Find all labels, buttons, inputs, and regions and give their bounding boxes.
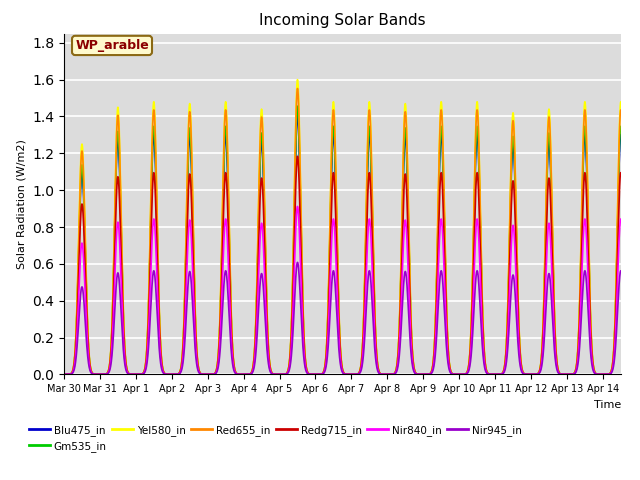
Nir840_in (426, 372, 433, 377)
Nir945_in (400, 275, 408, 280)
Red655_in (635, 372, 640, 377)
Gm535_in (89, 371, 97, 377)
Yel580_in (517, 358, 525, 363)
Blu475_in (635, 372, 640, 377)
Redg715_in (486, 372, 494, 377)
Red655_in (517, 358, 525, 364)
Nir840_in (635, 372, 640, 377)
Red655_in (60, 372, 68, 377)
Nir840_in (486, 372, 494, 377)
Red655_in (426, 371, 433, 377)
Nir945_in (268, 371, 276, 377)
Redg715_in (294, 154, 301, 159)
Redg715_in (60, 372, 68, 377)
Title: Incoming Solar Bands: Incoming Solar Bands (259, 13, 426, 28)
Line: Blu475_in: Blu475_in (64, 115, 639, 374)
Y-axis label: Solar Radiation (W/m2): Solar Radiation (W/m2) (17, 139, 27, 269)
Gm535_in (486, 372, 494, 377)
Nir945_in (426, 372, 433, 377)
Gm535_in (400, 139, 408, 145)
Gm535_in (517, 359, 525, 364)
Nir945_in (89, 371, 97, 377)
Nir840_in (268, 371, 276, 376)
Nir945_in (517, 366, 525, 372)
Redg715_in (400, 182, 408, 188)
Yel580_in (486, 372, 494, 377)
Blu475_in (426, 371, 433, 377)
Line: Red655_in: Red655_in (64, 88, 639, 374)
Nir840_in (400, 226, 408, 232)
Yel580_in (426, 371, 433, 377)
Redg715_in (517, 361, 525, 367)
Red655_in (294, 85, 301, 91)
Gm535_in (60, 372, 68, 377)
Gm535_in (426, 371, 433, 377)
Red655_in (89, 371, 97, 376)
Nir945_in (294, 260, 301, 265)
Nir840_in (89, 371, 97, 377)
Line: Yel580_in: Yel580_in (64, 80, 639, 374)
Line: Gm535_in: Gm535_in (64, 106, 639, 374)
Nir945_in (635, 372, 640, 377)
Line: Nir840_in: Nir840_in (64, 206, 639, 374)
Blu475_in (294, 112, 301, 118)
Yel580_in (268, 370, 276, 376)
Yel580_in (635, 372, 640, 377)
Blu475_in (486, 372, 494, 377)
Redg715_in (426, 372, 433, 377)
Blu475_in (400, 147, 408, 153)
Red655_in (486, 372, 494, 377)
Redg715_in (635, 372, 640, 377)
Blu475_in (268, 371, 276, 376)
Gm535_in (294, 103, 301, 109)
Nir945_in (60, 372, 68, 377)
Gm535_in (268, 370, 276, 376)
Nir840_in (517, 363, 525, 369)
Redg715_in (89, 371, 97, 377)
Yel580_in (60, 372, 68, 377)
Line: Redg715_in: Redg715_in (64, 156, 639, 374)
Gm535_in (635, 372, 640, 377)
Nir840_in (294, 204, 301, 209)
Yel580_in (294, 77, 301, 83)
X-axis label: Time: Time (593, 400, 621, 409)
Red655_in (268, 370, 276, 376)
Yel580_in (400, 116, 408, 122)
Yel580_in (89, 371, 97, 376)
Line: Nir945_in: Nir945_in (64, 263, 639, 374)
Blu475_in (517, 359, 525, 365)
Redg715_in (268, 371, 276, 376)
Blu475_in (89, 371, 97, 377)
Blu475_in (60, 372, 68, 377)
Text: WP_arable: WP_arable (75, 39, 149, 52)
Nir945_in (486, 372, 494, 377)
Nir840_in (60, 372, 68, 377)
Red655_in (400, 124, 408, 130)
Legend: Blu475_in, Gm535_in, Yel580_in, Red655_in, Redg715_in, Nir840_in, Nir945_in: Blu475_in, Gm535_in, Yel580_in, Red655_i… (25, 420, 526, 456)
